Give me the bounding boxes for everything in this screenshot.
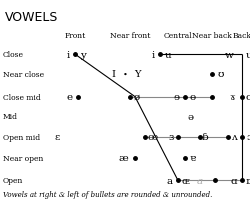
Text: œ: œ — [148, 133, 158, 142]
Text: e: e — [67, 93, 73, 102]
Text: VOWELS: VOWELS — [5, 11, 59, 24]
Text: æ: æ — [118, 153, 128, 162]
Text: Near back: Near back — [192, 32, 232, 40]
Text: u: u — [246, 50, 250, 59]
Text: I: I — [111, 70, 115, 79]
Text: ɑ: ɑ — [230, 176, 237, 185]
Text: ɜ: ɜ — [169, 133, 174, 142]
Text: Back: Back — [232, 32, 250, 40]
Text: ɘ: ɘ — [174, 93, 180, 102]
Text: i: i — [152, 50, 155, 59]
Text: ɓ: ɓ — [202, 133, 209, 142]
Text: ɶ: ɶ — [182, 176, 190, 185]
Text: a: a — [167, 176, 173, 185]
Text: Vowels at right & left of bullets are rounded & unrounded.: Vowels at right & left of bullets are ro… — [3, 190, 212, 198]
Text: ɐ: ɐ — [189, 153, 195, 162]
Text: ɒ: ɒ — [246, 176, 250, 185]
Text: a: a — [197, 176, 203, 185]
Text: Front: Front — [64, 32, 86, 40]
Text: o: o — [246, 93, 250, 102]
Text: Central: Central — [164, 32, 192, 40]
Text: Y: Y — [134, 70, 140, 79]
Text: ə: ə — [188, 112, 194, 121]
Text: ɔ: ɔ — [246, 133, 250, 142]
Text: ɛ: ɛ — [55, 133, 60, 142]
Text: ɤ: ɤ — [229, 93, 235, 102]
Text: Open: Open — [3, 177, 24, 185]
Text: w: w — [225, 50, 234, 59]
Text: u: u — [165, 50, 172, 59]
Text: ɵ: ɵ — [190, 93, 196, 102]
Text: ʌ: ʌ — [231, 133, 237, 142]
Text: Near close: Near close — [3, 70, 44, 78]
Text: ø: ø — [134, 93, 140, 102]
Text: y: y — [80, 50, 86, 59]
Text: i: i — [67, 50, 70, 59]
Text: •: • — [122, 70, 128, 78]
Text: ʊ: ʊ — [217, 70, 224, 79]
Text: Near front: Near front — [110, 32, 150, 40]
Text: Close mid: Close mid — [3, 93, 41, 101]
Text: Mid: Mid — [3, 113, 18, 121]
Text: Close: Close — [3, 51, 24, 59]
Text: Near open: Near open — [3, 154, 43, 162]
Text: Open mid: Open mid — [3, 133, 40, 141]
